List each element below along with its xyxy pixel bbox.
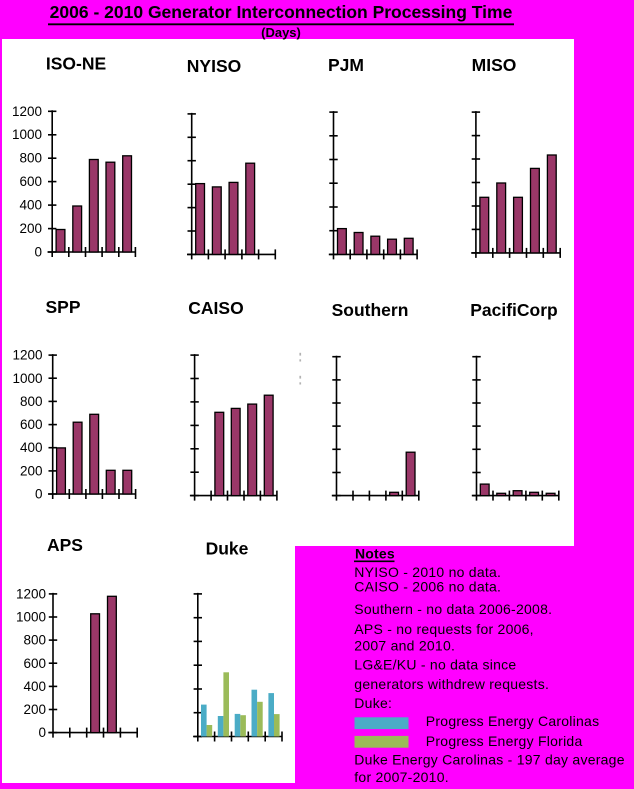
svg-text:1000: 1000 [12,371,42,386]
svg-text:NYISO - 2010 no data.: NYISO - 2010 no data. [354,564,501,580]
svg-text:600: 600 [23,656,46,671]
svg-text:Progress Energy Carolinas: Progress Energy Carolinas [426,713,600,729]
svg-text:800: 800 [20,394,43,409]
svg-text:1200: 1200 [12,104,42,119]
svg-text:for 2007-2010.: for 2007-2010. [354,769,449,785]
svg-text:600: 600 [19,174,42,189]
svg-text:CAISO: CAISO [188,298,243,318]
svg-text:LG&E/KU - no data since: LG&E/KU - no data since [354,657,516,673]
svg-text:Southern - no data 2006-2008.: Southern - no data 2006-2008. [354,601,552,617]
svg-text:1000: 1000 [12,127,42,142]
svg-text:(Days): (Days) [261,25,301,40]
svg-text:ISO-NE: ISO-NE [46,54,106,74]
svg-text:0: 0 [34,245,42,260]
svg-text:PacifiCorp: PacifiCorp [470,300,558,320]
svg-text:CAISO - 2006 no data.: CAISO - 2006 no data. [354,579,501,595]
svg-text:PJM: PJM [328,55,364,75]
svg-text:APS - no requests for 2006,: APS - no requests for 2006, [354,621,534,637]
svg-text:0: 0 [38,725,46,740]
svg-text:400: 400 [19,198,42,213]
svg-text:2006 - 2010 Generator Intercon: 2006 - 2010 Generator Interconnection Pr… [50,2,513,22]
svg-text:0: 0 [35,487,43,502]
svg-text:Duke Energy Carolinas - 197 da: Duke Energy Carolinas - 197 day average [354,752,624,768]
svg-text:200: 200 [23,702,46,717]
svg-text:1200: 1200 [12,348,42,363]
svg-text:Duke:: Duke: [354,695,392,711]
svg-text:1200: 1200 [16,586,46,601]
svg-text:200: 200 [19,221,42,236]
svg-text:MISO: MISO [472,55,517,75]
svg-text:2007 and 2010.: 2007 and 2010. [354,638,455,654]
svg-text:generators withdrew requests.: generators withdrew requests. [354,676,549,692]
svg-text:Notes: Notes [355,546,395,562]
svg-text:400: 400 [23,679,46,694]
svg-text:NYISO: NYISO [187,56,241,76]
svg-text:Duke: Duke [206,539,249,559]
svg-text:400: 400 [20,440,43,455]
svg-text:600: 600 [20,417,43,432]
svg-text:Southern: Southern [332,300,409,320]
svg-text:SPP: SPP [45,297,80,317]
svg-text:800: 800 [23,633,46,648]
svg-text:Progress Energy Florida: Progress Energy Florida [426,733,583,749]
svg-text:800: 800 [19,151,42,166]
svg-text:APS: APS [47,535,83,555]
svg-text:200: 200 [20,463,43,478]
svg-text:1000: 1000 [16,610,46,625]
